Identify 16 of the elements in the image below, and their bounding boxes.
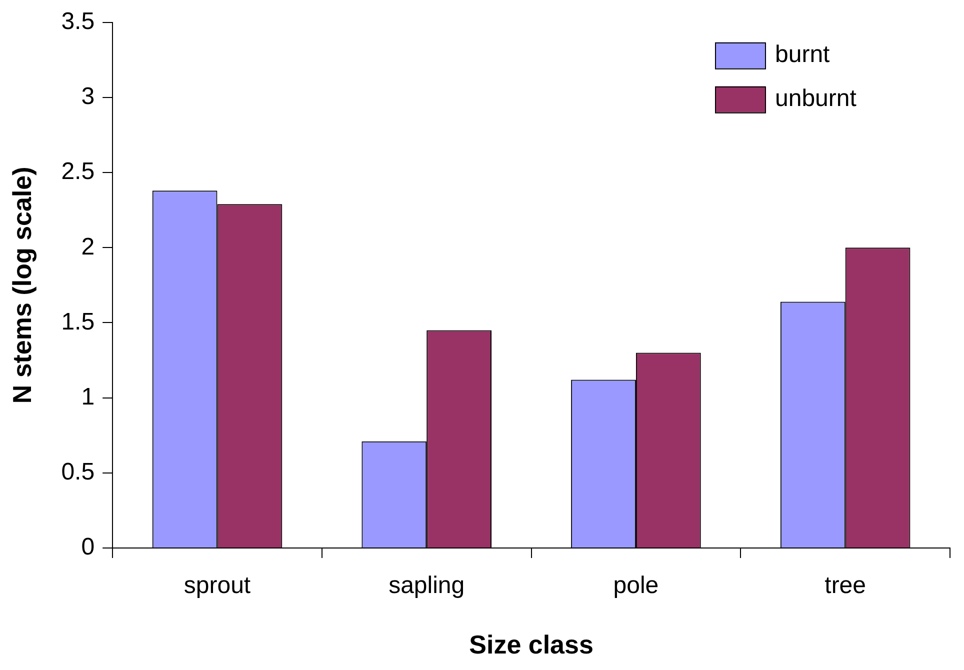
y-tick-label: 1: [81, 383, 95, 410]
y-tick-label: 3.5: [61, 8, 95, 36]
legend-label: burnt: [775, 41, 830, 68]
x-tick-label: pole: [613, 572, 659, 600]
y-axis-title: N stems (log scale): [6, 166, 37, 404]
y-tick-label: 3: [81, 83, 95, 110]
x-tick-label: tree: [824, 572, 866, 600]
x-tick-label: sapling: [388, 572, 465, 600]
y-tick-label: 0.5: [61, 458, 95, 486]
y-tick-label: 2: [81, 233, 95, 260]
y-tick-label: 1.5: [61, 308, 95, 336]
x-tick-label: sprout: [184, 572, 251, 600]
legend-label: unburnt: [775, 85, 857, 112]
y-tick-label: 2.5: [61, 158, 95, 186]
x-axis-title: Size class: [469, 630, 594, 660]
y-tick-label: 0: [81, 534, 95, 561]
